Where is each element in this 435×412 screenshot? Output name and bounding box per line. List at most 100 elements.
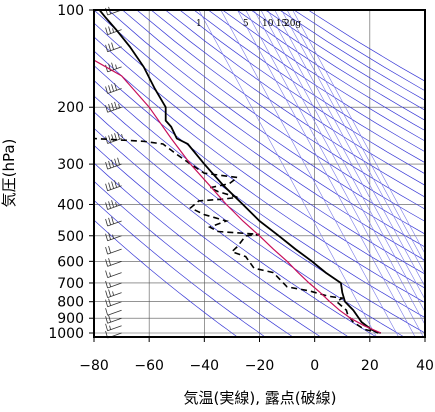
wind-barb-flag [114,180,117,188]
wind-barb-staff [107,309,122,316]
mixing-ratio-line [274,10,425,288]
wind-barb-flag [108,182,111,190]
dry-adiabat-line [94,180,294,337]
dry-adiabat-line [265,10,425,111]
wind-barb [105,42,122,53]
dry-adiabat-line [94,22,425,261]
wind-barb [105,157,122,170]
mixing-ratio-line [267,10,425,300]
dewpoint-line [94,137,382,334]
wind-barb-flag [105,247,108,255]
dry-adiabat-line [94,95,425,334]
wind-barb-flag [105,308,108,316]
wind-barb-flag [105,162,108,170]
mixing-ratio-line [286,10,425,265]
wind-barbs [105,6,123,339]
wind-barb [105,258,122,267]
wind-barb [105,232,122,242]
wind-barb-half-flag [118,182,120,187]
wind-barb-staff [107,138,122,144]
wind-barb [105,298,122,308]
wind-barb-flag [111,102,114,111]
wind-barb-flag [108,315,111,323]
wind-barb-flag [111,216,114,224]
dry-adiabat-line [94,79,425,318]
wind-barb-half-flag [109,272,111,277]
wind-barb-flag [105,233,108,241]
wind-barb [105,315,122,324]
x-tick-label: −20 [245,358,275,374]
dry-adiabat-line [207,10,425,153]
y-tick-label: 300 [57,157,84,173]
y-tick-label: 800 [57,295,84,311]
dry-adiabat-line [94,199,266,337]
wind-barb-flag [108,43,111,51]
dry-adiabat-line [94,36,425,275]
wind-barb-staff [107,204,122,210]
mixing-ratio-label: 10 [262,19,274,29]
mixing-ratio-line [198,10,377,337]
dry-adiabat-line [193,10,425,164]
y-tick-label: 600 [57,254,84,270]
wind-barb [105,26,122,35]
wind-barb-flag [114,83,117,91]
x-axis-ticks: −80 −60 −40 −20 0 20 40 [79,337,434,374]
wind-barb-flag [111,62,114,70]
wind-barb [105,323,122,332]
wind-barb-flag [105,27,108,35]
wind-barb-flag [105,316,108,324]
wind-barb-flag [105,86,108,94]
wind-barb [105,180,122,192]
wind-barb-flag [108,26,111,34]
x-tick-label: 20 [361,358,379,374]
dry-adiabat-line [94,162,322,337]
wind-barb [105,83,122,94]
wind-barb-flag [111,84,114,92]
wind-barb-staff [107,325,122,332]
x-tick-label: −60 [134,358,164,374]
wind-barb-flag [108,245,111,254]
y-axis-title: 気圧(hPa) [0,139,18,208]
wind-barb-flag [105,202,108,210]
wind-barb-flag [108,104,111,112]
wind-barb-staff [107,46,122,53]
mixing-ratio-line [245,10,424,337]
wind-barb [105,308,122,316]
wind-barb-flag [108,201,111,209]
mixing-ratio-line [281,10,425,275]
wind-barb-staff [107,88,122,94]
wind-barb [105,101,122,113]
wind-barb-flag [111,159,114,168]
dry-adiabat-line [94,10,425,248]
wind-barb-flag [108,160,111,169]
dry-adiabat-line [94,111,405,337]
wind-barb-half-flag [112,291,114,296]
profiles [94,10,382,334]
dry-adiabat-line [94,50,425,289]
wind-barb-staff [107,163,122,170]
mixing-ratio-label: 20g [284,19,301,29]
dry-adiabat-line [165,10,425,186]
wind-barb-flag [111,200,114,208]
mixing-ratio-label: 15 [276,19,288,29]
mixing-ratio-label: 5 [243,19,249,29]
wind-barb-flag [111,181,114,189]
wind-barb-flag [111,42,114,50]
wind-barb-half-flag [115,202,117,207]
wind-barb-flag [108,298,111,306]
wind-barb-staff [107,301,122,308]
parcel-line [94,59,382,334]
wind-barb-flag [108,258,111,266]
wind-barb-flag [105,280,108,289]
mixing-ratio-label: 1 [196,19,202,29]
mixing-ratio-line [220,10,399,337]
wind-barb-half-flag [109,282,111,287]
grid [93,9,426,337]
wind-barb-staff [107,272,122,278]
wind-barb-flag [105,105,108,113]
wind-barb-staff [107,220,122,227]
wind-barb-half-flag [112,234,114,239]
